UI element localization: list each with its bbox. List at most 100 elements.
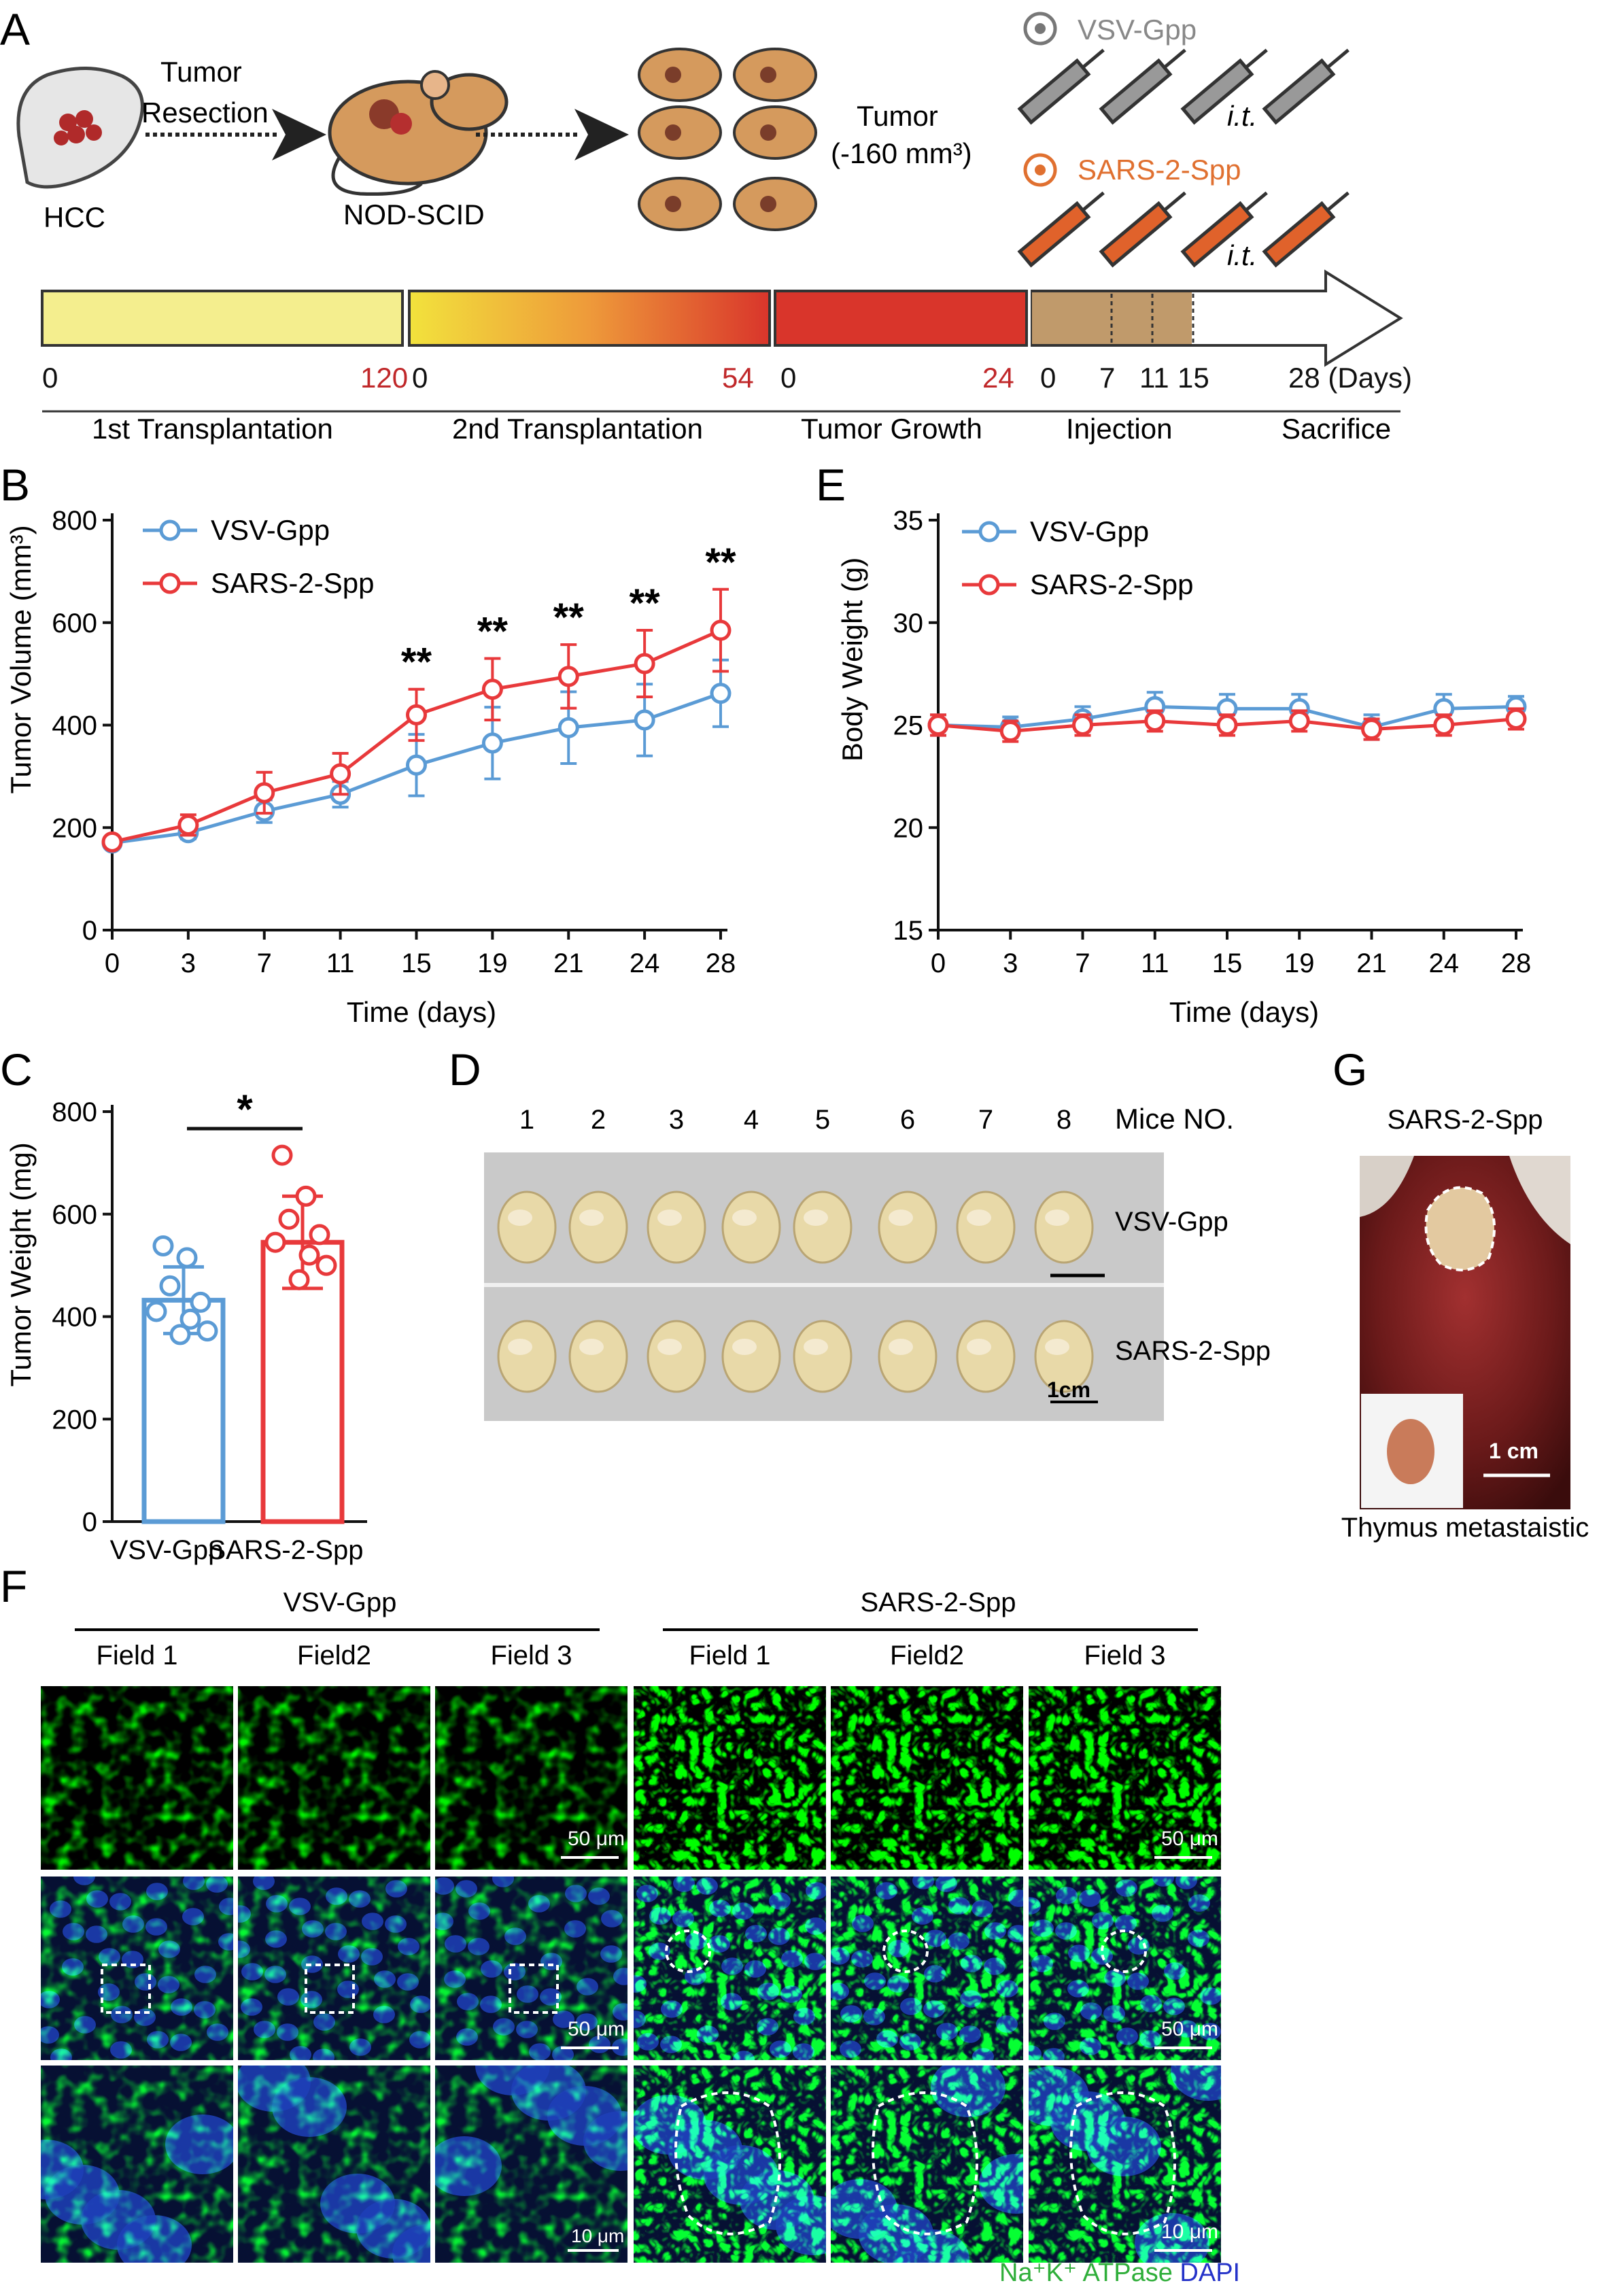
stain-blue-label: DAPI (1180, 2259, 1241, 2287)
tumor-highlight (508, 1339, 532, 1355)
chart-c-ytick-label: 0 (82, 1507, 97, 1537)
timeline-ticks: 0 120 0 54 0 24 0 7 11 15 28 (Days) (42, 362, 1412, 394)
chart-c-data-point (264, 1231, 286, 1253)
tumor-weight-chart: C Tumor Weight (mg) 0 200 400 600 800 VSV-Gpp… (0, 1044, 367, 1565)
group-label-vsv: VSV-Gpp (283, 1588, 397, 1617)
chart-e-xtick-label: 11 (1141, 948, 1169, 978)
chart-b-data-point (481, 679, 503, 700)
timeline-tick-label: 7 (1099, 362, 1115, 394)
panel-f: F VSV-Gpp SARS-2-Spp Field 1 Field2 Field … (0, 1557, 1616, 2296)
tumor-volume-chart: B Tumor Volume (mm³) Time (days) 0 200 400… (0, 460, 736, 1028)
field-label: Field 1 (96, 1641, 177, 1666)
panel-a-schematic: A HCC Tumor Resection NOD-SCID Tumor (-1… (0, 4, 1412, 445)
tumor-specimen (497, 1190, 557, 1264)
chart-c-ytick-label: 200 (52, 1405, 97, 1435)
micrograph-image (41, 1686, 233, 1870)
photo-g-caption: Thymus metastaistic (1341, 1513, 1589, 1543)
tumor-highlight (508, 1210, 532, 1226)
panel-a: A HCC Tumor Resection NOD-SCID Tumor (-1… (0, 0, 1616, 462)
mice-number: 2 (591, 1105, 606, 1135)
micrograph-tile (831, 1686, 1023, 1870)
timeline-tick-label: 120 (360, 362, 408, 394)
growth-arrow-head (574, 109, 629, 160)
chart-e-legend-label: VSV-Gpp (1030, 515, 1149, 547)
chart-b-legend-marker (159, 572, 181, 594)
micrograph-image (634, 2066, 826, 2263)
micrograph-tile (831, 2066, 1023, 2263)
micrograph-image (238, 1877, 430, 2060)
panel-c-letter: C (0, 1044, 33, 1095)
chart-b-xtick-label: 28 (706, 948, 736, 978)
mice-number: 7 (978, 1105, 993, 1135)
micrograph-image (634, 1686, 826, 1870)
tumor-specimen (1034, 1320, 1094, 1393)
chart-e-data-point (1288, 710, 1310, 732)
liver-icon (16, 66, 144, 189)
tumor-specimen (568, 1320, 628, 1393)
chart-b-significance: ** (705, 541, 736, 585)
tumor-specimen (793, 1320, 853, 1393)
chart-b-significance: ** (553, 596, 585, 640)
chart-c-data-point (176, 1247, 198, 1269)
micrograph-image: 50 μm (1029, 1686, 1221, 1870)
panel-a-letter: A (0, 4, 30, 54)
chart-b-xtick-label: 15 (401, 948, 432, 978)
chart-b-xtick-label: 7 (257, 948, 272, 978)
stain-green-label: Na⁺K⁺ ATPase (999, 2259, 1173, 2287)
chart-c-significance: * (237, 1086, 253, 1132)
chart-b-data-point (406, 704, 427, 725)
chart-e-xtick-label: 0 (931, 948, 946, 978)
chart-c-data-point (152, 1235, 174, 1256)
micrograph-tile: 50 μm (1029, 1686, 1221, 1870)
chart-b-ylabel: Tumor Volume (mm³) (5, 525, 37, 793)
chart-b-data-point (330, 763, 351, 785)
panel-c: C Tumor Weight (mg) 0 200 400 600 800 VSV-Gpp… (0, 1040, 435, 1584)
mice-number: 1 (519, 1105, 534, 1135)
chart-e-data-point (927, 715, 949, 736)
tumor-highlight (579, 1339, 604, 1355)
micrograph-image: 50 μm (435, 1686, 628, 1870)
tumor-highlight (889, 1339, 913, 1355)
chart-e-xlabel: Time (days) (1169, 996, 1319, 1028)
chart-b-data-point (557, 717, 579, 738)
chart-b-ytick-label: 0 (82, 916, 97, 946)
phase-label-3: Tumor Growth (801, 413, 982, 445)
chart-b-xlabel: Time (days) (347, 996, 496, 1028)
micrograph-image (831, 1877, 1023, 2060)
tumor-specimen (878, 1190, 938, 1264)
tumor-specimen (956, 1190, 1016, 1264)
field-label: Field2 (890, 1641, 964, 1666)
chart-c-data-point (278, 1208, 300, 1230)
tumor-highlight (967, 1339, 991, 1355)
timeline-tick-label: 11 (1139, 362, 1169, 394)
vsv-label: VSV-Gpp (1078, 14, 1197, 46)
metastasis-outline (1424, 1186, 1496, 1271)
chart-e-legend-label: SARS-2-Spp (1030, 568, 1193, 600)
mice-number: 5 (815, 1105, 830, 1135)
mouse-label: NOD-SCID (343, 199, 485, 230)
timeline-phase-3 (774, 290, 1028, 347)
panel-g: G SARS-2-Spp 1 cm Thymus metastaistic (1305, 1040, 1616, 1557)
chart-e-xtick-label: 24 (1429, 948, 1460, 978)
micrograph-tile: 50 μm (1029, 1877, 1221, 2060)
chart-e-xtick-label: 28 (1501, 948, 1532, 978)
micrograph-tile: 10 μm (435, 2066, 628, 2263)
phase-label-1: 1st Transplantation (92, 413, 333, 445)
chart-e-data-point (1216, 715, 1238, 736)
mice-number: 6 (900, 1105, 915, 1135)
chart-b-significance: ** (477, 610, 509, 654)
sars-virus-icon (1023, 153, 1057, 187)
chart-c-data-point (271, 1144, 293, 1166)
chart-e-xtick-label: 7 (1075, 948, 1090, 978)
panel-f-letter: F (0, 1561, 27, 1611)
micrograph-tile (634, 1877, 826, 2060)
chart-b-data-point (101, 831, 123, 853)
chart-b-data-point (634, 653, 655, 674)
micrograph-image (238, 1686, 430, 1870)
tumor-highlight (889, 1210, 913, 1226)
chart-b-data-point (557, 666, 579, 687)
scale-label-f: 50 μm (1161, 2018, 1218, 2040)
panel-d-letter: D (449, 1044, 481, 1095)
chart-c-ytick-label: 800 (52, 1097, 97, 1127)
field-label: Field 1 (689, 1641, 770, 1666)
